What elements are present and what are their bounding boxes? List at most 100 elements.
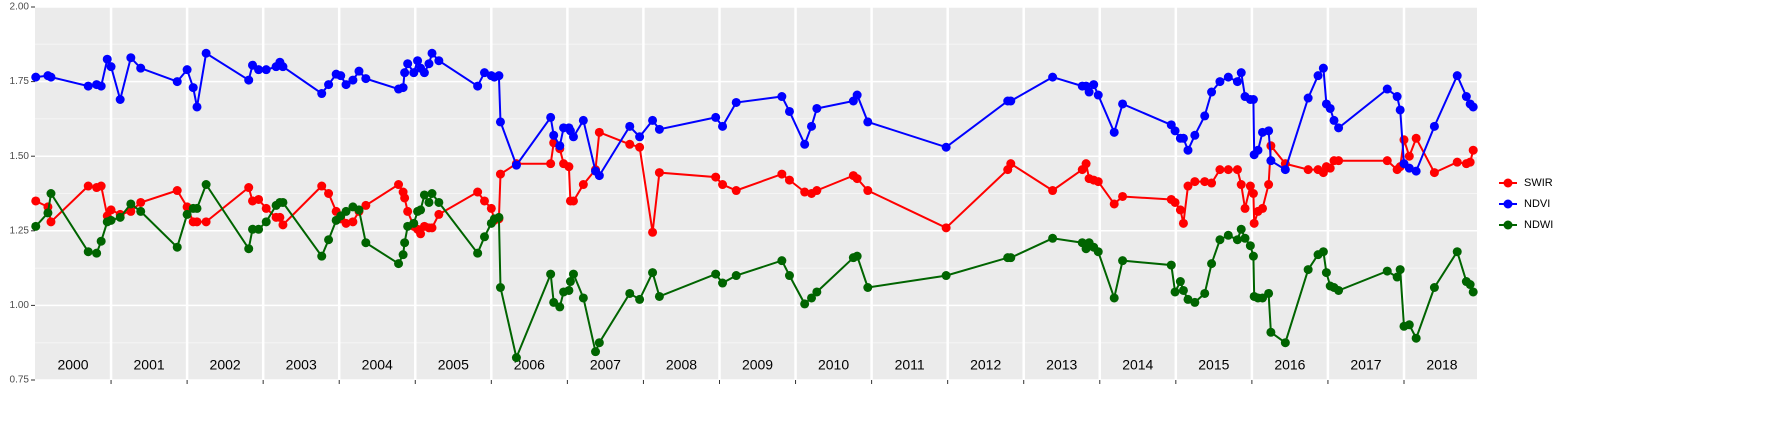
data-point: [419, 190, 429, 200]
data-point: [83, 181, 93, 191]
data-point: [1093, 177, 1103, 187]
data-point: [348, 217, 358, 227]
data-point: [1190, 130, 1200, 140]
data-point: [46, 72, 56, 82]
data-point: [812, 103, 822, 113]
data-point: [172, 242, 182, 252]
data-point: [479, 68, 489, 78]
data-point: [354, 205, 364, 215]
data-point: [578, 293, 588, 303]
data-point: [1223, 72, 1233, 82]
data-point: [1093, 247, 1103, 257]
legend-swatch: [1503, 199, 1513, 209]
data-point: [1392, 272, 1402, 282]
data-point: [254, 194, 264, 204]
data-point: [1175, 205, 1185, 215]
data-point: [102, 54, 112, 64]
data-point: [564, 162, 574, 172]
data-point: [96, 81, 106, 91]
data-point: [192, 217, 202, 227]
data-point: [784, 271, 794, 281]
data-point: [852, 251, 862, 261]
data-point: [46, 217, 56, 227]
data-point: [115, 212, 125, 222]
data-point: [254, 65, 264, 75]
data-point: [1236, 68, 1246, 78]
data-point: [182, 209, 192, 219]
data-point: [852, 90, 862, 100]
data-point: [473, 187, 483, 197]
data-point: [341, 80, 351, 90]
data-point: [1006, 159, 1016, 169]
data-point: [106, 205, 116, 215]
year-label: 2003: [286, 357, 317, 373]
data-point: [434, 197, 444, 207]
data-point: [278, 220, 288, 230]
data-point: [549, 130, 559, 140]
data-point: [494, 212, 504, 222]
data-point: [479, 232, 489, 242]
data-point: [1382, 266, 1392, 276]
data-point: [126, 53, 136, 63]
data-point: [546, 269, 556, 279]
data-point: [317, 89, 327, 99]
data-point: [1303, 265, 1313, 275]
data-point: [324, 235, 334, 245]
y-tick-label: 1.75: [10, 76, 30, 87]
data-point: [495, 282, 505, 292]
data-point: [172, 77, 182, 87]
data-point: [83, 247, 93, 257]
data-point: [578, 180, 588, 190]
data-point: [1048, 186, 1058, 196]
data-point: [424, 59, 434, 69]
legend-label: NDWI: [1524, 219, 1553, 231]
data-point: [1223, 230, 1233, 240]
data-point: [424, 197, 434, 207]
data-point: [341, 218, 351, 228]
data-point: [398, 83, 408, 93]
data-point: [1240, 203, 1250, 213]
year-label: 2016: [1274, 357, 1305, 373]
data-point: [1200, 177, 1210, 187]
y-tick-label: 1.00: [10, 300, 30, 311]
data-point: [1452, 157, 1462, 167]
data-point: [625, 288, 635, 298]
data-point: [1452, 71, 1462, 81]
data-point: [486, 203, 496, 213]
data-point: [1081, 159, 1091, 169]
data-point: [261, 203, 271, 213]
y-tick-label: 1.25: [10, 225, 30, 236]
data-point: [1248, 251, 1258, 261]
y-tick-label: 1.50: [10, 151, 30, 162]
data-point: [852, 174, 862, 184]
data-point: [413, 56, 423, 66]
data-point: [398, 250, 408, 260]
data-point: [1468, 145, 1478, 155]
data-point: [416, 229, 426, 239]
data-point: [1215, 165, 1225, 175]
data-point: [136, 206, 146, 216]
y-tick-label: 0.75: [10, 375, 30, 386]
data-point: [800, 187, 810, 197]
data-point: [1109, 293, 1119, 303]
data-point: [1266, 327, 1276, 337]
data-point: [182, 65, 192, 75]
data-point: [941, 142, 951, 152]
data-point: [718, 278, 728, 288]
year-label: 2014: [1122, 357, 1153, 373]
data-point: [777, 169, 787, 179]
data-point: [361, 74, 371, 84]
year-label: 2015: [1198, 357, 1229, 373]
data-point: [1178, 133, 1188, 143]
data-point: [555, 141, 565, 151]
data-point: [1183, 294, 1193, 304]
data-point: [324, 189, 334, 198]
data-point: [1236, 180, 1246, 190]
data-point: [403, 59, 413, 69]
data-point: [1048, 233, 1058, 243]
data-point: [1325, 103, 1335, 113]
data-point: [1178, 218, 1188, 228]
year-label: 2001: [134, 357, 165, 373]
data-point: [1207, 178, 1217, 188]
